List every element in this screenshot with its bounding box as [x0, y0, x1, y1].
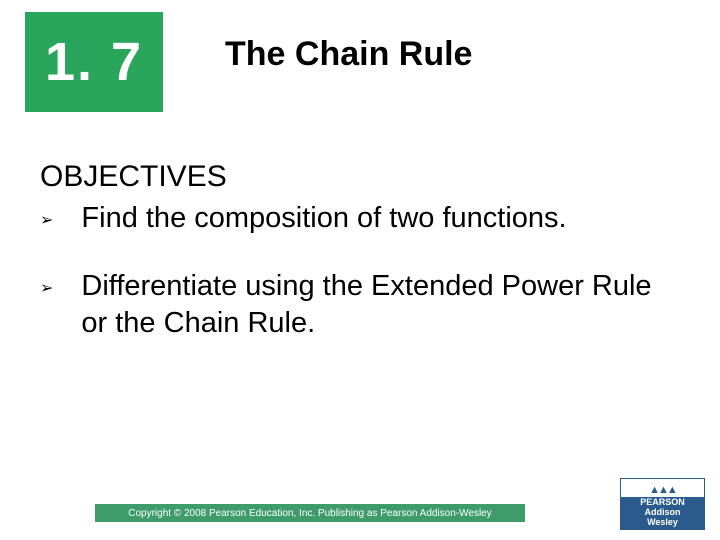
- logo-top: ▲▲▲: [621, 479, 704, 497]
- copyright-bar: Copyright © 2008 Pearson Education, Inc.…: [95, 504, 525, 522]
- logo-bottom: PEARSON Addison Wesley: [621, 497, 704, 529]
- logo-brand-line2: Wesley: [647, 518, 678, 528]
- objectives-list: ➢ Find the composition of two functions.…: [40, 200, 680, 373]
- objective-item: ➢ Find the composition of two functions.: [40, 200, 680, 236]
- logo-triangles-icon: ▲▲▲: [649, 484, 676, 496]
- bullet-icon: ➢: [40, 210, 53, 230]
- publisher-logo: ▲▲▲ PEARSON Addison Wesley: [620, 478, 705, 530]
- objective-item: ➢ Differentiate using the Extended Power…: [40, 268, 680, 341]
- copyright-text: Copyright © 2008 Pearson Education, Inc.…: [128, 508, 492, 519]
- objective-text: Find the composition of two functions.: [81, 200, 566, 236]
- section-number-box: 1. 7: [25, 12, 163, 112]
- bullet-icon: ➢: [40, 278, 53, 298]
- objective-text: Differentiate using the Extended Power R…: [81, 268, 680, 341]
- objectives-heading: OBJECTIVES: [40, 160, 227, 194]
- section-number: 1. 7: [45, 31, 143, 93]
- slide-title: The Chain Rule: [225, 35, 472, 74]
